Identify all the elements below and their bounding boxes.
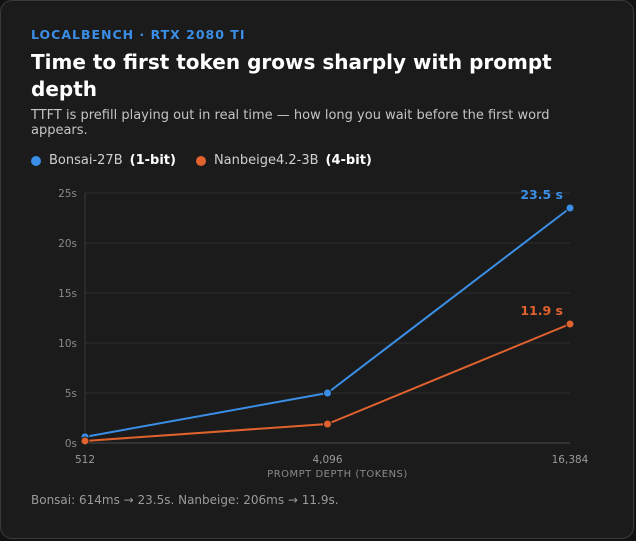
chart-subtitle: TTFT is prefill playing out in real time… (31, 108, 550, 138)
y-tick-label: 25s (58, 188, 77, 200)
footnote: Bonsai: 614ms → 23.5s. Nanbeige: 206ms →… (31, 493, 339, 507)
legend-item-nanbeige: Nanbeige4.2-3B (4-bit) (195, 153, 372, 168)
x-tick-label: 512 (75, 454, 95, 466)
end-value-label: 11.9 s (520, 303, 563, 318)
eyebrow-label: LOCALBENCH · RTX 2080 TI (31, 27, 246, 42)
series-line-0 (84, 207, 571, 438)
legend-dot-bonsai (31, 155, 41, 166)
legend-name-bonsai: Bonsai-27B (49, 153, 123, 168)
y-tick-label: 10s (58, 338, 77, 350)
data-point (565, 319, 575, 329)
data-point (565, 203, 575, 213)
x-axis-title: PROMPT DEPTH (TOKENS) (267, 469, 408, 479)
legend-name-nanbeige: Nanbeige4.2-3B (213, 153, 319, 168)
legend: Bonsai-27B (1-bit) Nanbeige4.2-3B (4-bit… (31, 153, 392, 168)
data-point (80, 436, 90, 446)
x-tick-label: 4,096 (312, 454, 342, 466)
data-point (323, 419, 332, 429)
end-value-label: 23.5 s (520, 187, 563, 202)
y-tick-label: 0s (65, 438, 77, 450)
y-tick-label: 15s (58, 288, 77, 300)
y-tick-label: 20s (58, 238, 77, 250)
data-point (323, 388, 332, 398)
chart-title: Time to first token grows sharply with p… (31, 50, 552, 101)
y-tick-label: 5s (65, 388, 77, 400)
legend-bits-bonsai: (1-bit) (129, 153, 176, 168)
line-chart: 0s 5s 10s 15s 20s 25s 512 4,096 16,384 PROMPT DEP… (58, 187, 589, 479)
legend-item-bonsai: Bonsai-27B (1-bit) (31, 153, 176, 168)
x-tick-label: 16,384 (552, 454, 589, 466)
legend-dot-nanbeige (195, 155, 206, 166)
legend-bits-nanbeige: (4-bit) (325, 153, 372, 168)
